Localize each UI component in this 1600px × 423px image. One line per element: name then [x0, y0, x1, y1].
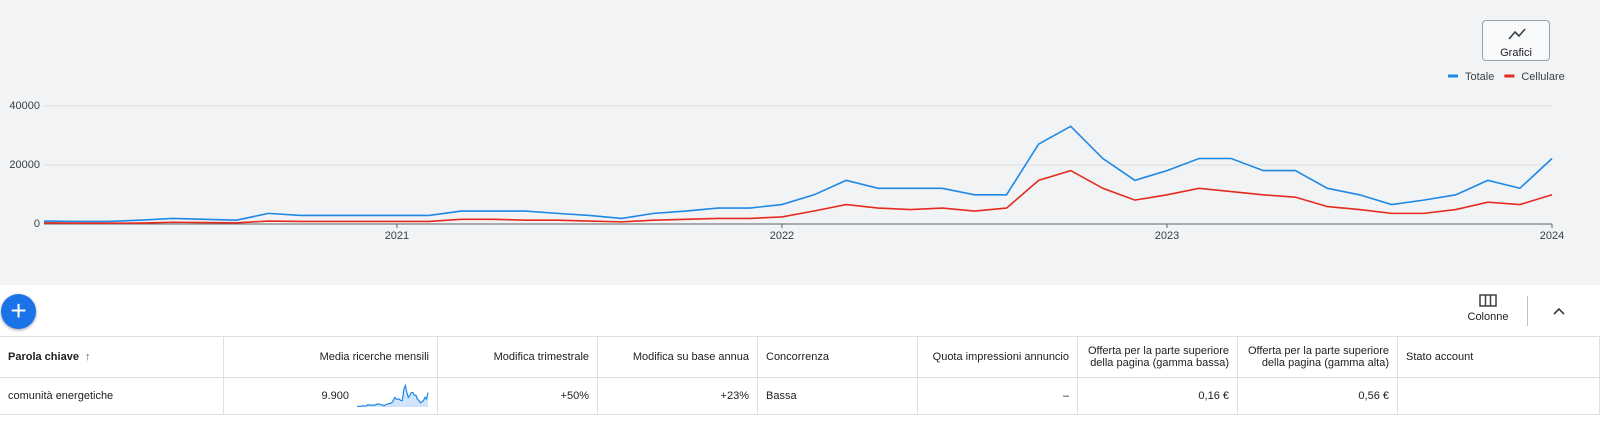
column-header: Media ricerche mensili — [224, 336, 438, 378]
series-line — [43, 169, 1553, 225]
y-tick-label: 40000 — [9, 100, 40, 112]
table-cell: +23% — [598, 378, 758, 415]
table-cell: comunità energetiche — [0, 378, 224, 415]
column-header: Modifica trimestrale — [438, 336, 598, 378]
table-cell-text: 0,56 € — [1358, 390, 1389, 402]
chart-icon — [1508, 28, 1526, 40]
column-header: Quota impressioni annuncio — [918, 336, 1078, 378]
sparkline-line — [357, 383, 429, 408]
column-header-text: Quota impressioni annuncio — [932, 351, 1069, 363]
column-header-text: Modifica su base annua — [632, 351, 749, 363]
divider — [1527, 296, 1528, 326]
columns-label: Colonne — [1467, 311, 1509, 323]
table-cell-text: +50% — [560, 390, 589, 402]
sparkline — [357, 383, 429, 408]
column-header: Modifica su base annua — [598, 336, 758, 378]
charts-label: Grafici — [1500, 47, 1532, 59]
x-tick-label: 2023 — [1155, 230, 1179, 242]
sparkline-area — [357, 385, 428, 407]
table-cell-text: 0,16 € — [1198, 390, 1229, 402]
y-tick-label: 0 — [34, 218, 40, 230]
table-cell-text: +23% — [720, 390, 749, 402]
column-header: Parola chiave ↑ — [0, 336, 224, 378]
x-tick-label: 2024 — [1540, 230, 1564, 242]
add-button[interactable]: + — [1, 294, 36, 329]
column-header-text: Modifica trimestrale — [493, 351, 589, 363]
table-cell-text: comunità energetiche — [8, 390, 114, 402]
table-cell: 9.900 — [224, 378, 438, 415]
column-header-text: Media ricerche mensili — [319, 351, 429, 363]
y-tick-label: 20000 — [9, 159, 40, 171]
table-cell-text: Bassa — [766, 390, 797, 402]
chart-panel: 0 20000 40000 2021 2022 2023 2024 Totale Cellula… — [0, 0, 1600, 285]
x-tick-label: 2022 — [770, 230, 794, 242]
table-cell: – — [918, 378, 1078, 415]
legend-label: Cellulare — [1521, 71, 1564, 83]
collapse-icon[interactable] — [1552, 306, 1566, 316]
table-cell: +50% — [438, 378, 598, 415]
table-cell-text: – — [1062, 390, 1069, 402]
column-header: Offerta per la parte superiore della pag… — [1238, 336, 1398, 378]
columns-icon — [1479, 294, 1497, 307]
column-header-text: Parola chiave — [8, 351, 79, 363]
chart: 0 20000 40000 2021 2022 2023 2024 Totale Cellula… — [9, 71, 1564, 242]
column-header-text: Stato account — [1406, 351, 1474, 363]
series-line — [43, 125, 1553, 223]
x-tick-label: 2021 — [385, 230, 409, 242]
legend-label: Totale — [1465, 71, 1494, 83]
table-cell — [1398, 378, 1600, 415]
charts-button[interactable]: Grafici — [1482, 20, 1550, 61]
sort-icon[interactable]: ↑ — [84, 351, 91, 363]
columns-button[interactable]: Colonne — [1462, 294, 1514, 323]
column-header: Offerta per la parte superiore della pag… — [1078, 336, 1238, 378]
table-cell-text: 9.900 — [321, 390, 349, 402]
table-cell: 0,16 € — [1078, 378, 1238, 415]
column-header-text: Offerta per la parte superiore della pag… — [1087, 345, 1229, 369]
column-header-text: Offerta per la parte superiore della pag… — [1247, 345, 1389, 369]
table-cell: Bassa — [758, 378, 918, 415]
column-header: Concorrenza — [758, 336, 918, 378]
table-cell: 0,56 € — [1238, 378, 1398, 415]
column-header-text: Concorrenza — [766, 351, 829, 363]
column-header: Stato account — [1398, 336, 1600, 378]
